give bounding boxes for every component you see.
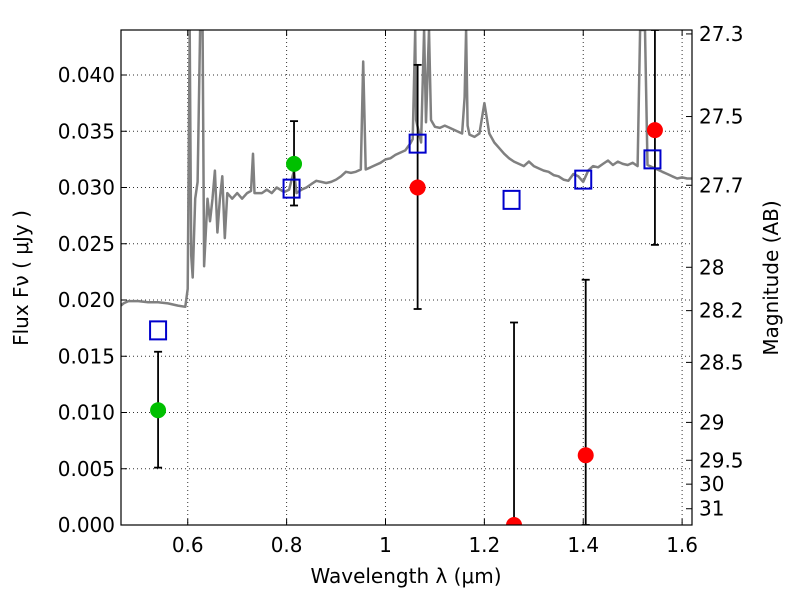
red-point-2: [506, 517, 523, 525]
x-tick-label: 1: [379, 533, 392, 557]
mag-tick-label: 31: [699, 497, 724, 521]
y-tick-label: 0.040: [58, 63, 115, 87]
y-tick-label: 0.015: [58, 344, 115, 368]
x-tick-label: 1.6: [666, 533, 698, 557]
mag-tick-label: 29: [699, 410, 724, 434]
mag-tick-label: 30: [699, 472, 724, 496]
x-tick-label: 1.4: [567, 533, 599, 557]
mag-tick-label: 27.7: [699, 173, 744, 197]
spectrum-series: [121, 30, 692, 309]
red-point-1: [409, 179, 426, 196]
x-tick-label: 0.8: [271, 533, 303, 557]
x-tick-label: 1.2: [468, 533, 500, 557]
y-tick-label: 0.030: [58, 176, 115, 200]
y-tick-label: 0.005: [58, 457, 115, 481]
spectrum-line: [121, 30, 692, 309]
grid: [121, 30, 692, 525]
y-tick-label: 0.035: [58, 119, 115, 143]
mag-tick-label: 27.5: [699, 105, 744, 129]
x-axis-label: Wavelength λ (μm): [310, 564, 501, 588]
mag-tick-label: 28.2: [699, 299, 744, 323]
red-point-3: [577, 447, 594, 464]
model-square-2: [282, 178, 301, 199]
y-tick-label: 0.020: [58, 288, 115, 312]
model-square-4: [502, 189, 521, 210]
axis-ticks: 0.6 0.8 1 1.2 1.4 1.6 0.000 0.005 0.010 0.015 0.02…: [58, 22, 744, 557]
mag-tick-label: 28.5: [699, 350, 744, 374]
mag-tick-label: 27.3: [699, 22, 744, 46]
green-point-2: [286, 155, 303, 172]
model-square-1: [149, 320, 168, 341]
mag-tick-label: 28: [699, 255, 724, 279]
model-square-5: [574, 169, 593, 190]
green-point-1: [150, 402, 167, 419]
y-axis-label: Flux Fν ( μJy ): [9, 210, 33, 346]
red-point-4: [646, 122, 663, 139]
mag-tick-label: 29.5: [699, 448, 744, 472]
y-tick-label: 0.025: [58, 232, 115, 256]
x-tick-label: 0.6: [172, 533, 204, 557]
y-tick-label: 0.010: [58, 401, 115, 425]
y-axis-right-label: Magnitude (AB): [759, 200, 783, 355]
model-square-6: [643, 149, 662, 170]
model-square-3: [408, 133, 427, 154]
y-tick-label: 0.000: [58, 513, 115, 537]
plot-frame: [120, 29, 693, 526]
markers: [149, 122, 663, 525]
